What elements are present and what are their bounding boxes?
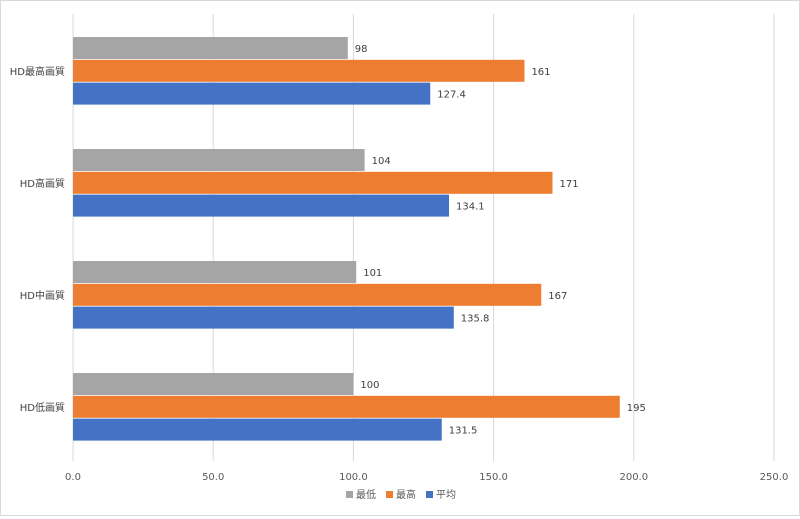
data-labels: 98 161 127.4 104 171 134.1 101 167 135.8 100 195 13… — [355, 44, 646, 437]
data-label: 195 — [627, 403, 646, 414]
x-tick-label: 150.0 — [479, 472, 508, 483]
category-label: HD低画質 — [20, 401, 65, 414]
bar-最低-HD高画質 — [73, 149, 365, 171]
bar-平均-HD中画質 — [73, 306, 454, 329]
category-label: HD最高画質 — [10, 65, 65, 78]
x-axis-tick-labels: 0.0 50.0 100.0 150.0 200.0 250.0 — [65, 472, 788, 483]
bar-最高-HD低画質 — [73, 395, 620, 418]
legend-label: 最低 — [356, 488, 376, 501]
legend-swatch-最高 — [386, 491, 393, 498]
bar-最低-HD中画質 — [73, 261, 357, 283]
category-label: HD中画質 — [20, 289, 65, 302]
x-tick-label: 250.0 — [760, 472, 789, 483]
x-tick-label: 0.0 — [65, 472, 81, 483]
data-label: 131.5 — [449, 426, 478, 437]
data-label: 161 — [531, 67, 550, 78]
data-label: 98 — [355, 44, 368, 55]
bar-最高-HD高画質 — [73, 171, 553, 194]
x-tick-label: 200.0 — [619, 472, 648, 483]
bar-平均-HD低画質 — [73, 418, 442, 441]
legend-swatch-最低 — [346, 491, 353, 498]
data-label: 104 — [372, 156, 391, 167]
x-tick-label: 50.0 — [202, 472, 224, 483]
category-labels: HD最高画質 HD高画質 HD中画質 HD低画質 — [10, 65, 65, 414]
bar-最低-HD低画質 — [73, 373, 354, 395]
data-label: 171 — [559, 179, 578, 190]
data-label: 101 — [363, 268, 382, 279]
x-tick-label: 100.0 — [339, 472, 368, 483]
bar-平均-HD最高画質 — [73, 82, 431, 105]
data-label: 135.8 — [461, 314, 490, 325]
bars — [73, 37, 620, 441]
bar-最高-HD中画質 — [73, 283, 542, 306]
data-label: 100 — [360, 380, 379, 391]
bar-最低-HD最高画質 — [73, 37, 348, 59]
bar-平均-HD高画質 — [73, 194, 450, 217]
bar-最高-HD最高画質 — [73, 59, 525, 82]
legend-label: 最高 — [396, 488, 416, 501]
data-label: 167 — [548, 291, 567, 302]
legend: 最低 最高 平均 — [346, 488, 456, 501]
legend-swatch-平均 — [426, 491, 433, 498]
category-label: HD高画質 — [20, 177, 65, 190]
data-label: 134.1 — [456, 202, 485, 213]
data-label: 127.4 — [437, 90, 466, 101]
legend-label: 平均 — [436, 489, 456, 501]
